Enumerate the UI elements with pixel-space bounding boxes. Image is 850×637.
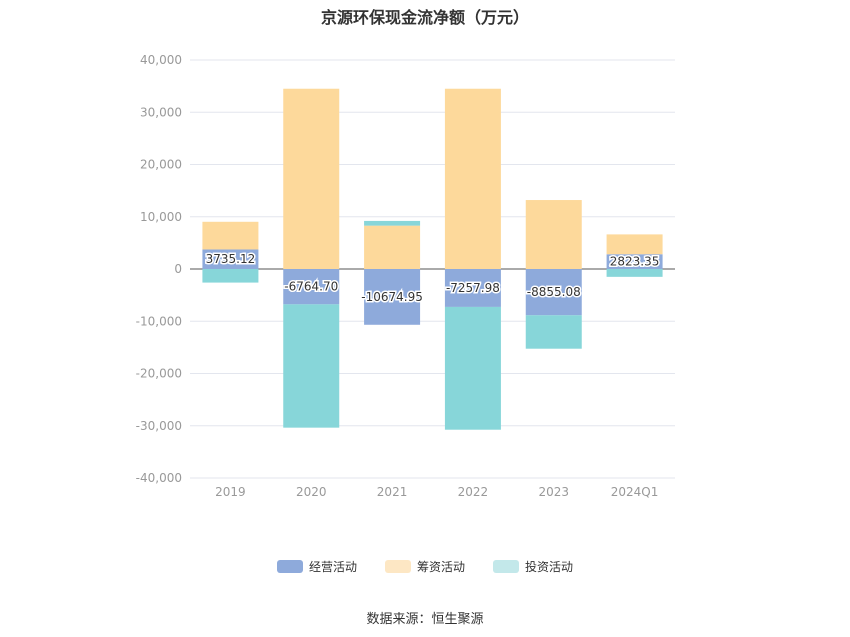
- bar-chart: 40,000 30,000 20,000 10,000 0 -10,000 -20,000 -…: [136, 53, 675, 499]
- bar-investing: [444, 306, 501, 430]
- y-tick-label: 20,000: [140, 158, 182, 172]
- x-tick-label: 2021: [377, 485, 408, 499]
- data-label: 2823.35: [610, 255, 660, 269]
- chart-title: 京源环保现金流净额（万元）: [320, 8, 529, 27]
- y-tick-label: 40,000: [140, 53, 182, 67]
- data-label: -8855.08: [527, 285, 581, 299]
- legend-swatch-operating: [276, 560, 303, 573]
- x-tick-label: 2023: [538, 485, 569, 499]
- legend-item-investing[interactable]: 投资活动: [493, 558, 573, 575]
- bar-financing: [283, 88, 340, 269]
- bar-financing: [525, 200, 582, 269]
- data-label: -7257.98: [446, 281, 500, 295]
- bar-investing: [283, 304, 340, 428]
- legend-swatch-investing: [493, 560, 519, 573]
- legend-item-operating[interactable]: 经营活动: [276, 558, 357, 575]
- bar-operating: [525, 269, 582, 316]
- bar-financing: [444, 88, 501, 269]
- legend-swatch-financing: [384, 560, 411, 573]
- bar-investing: [202, 269, 259, 283]
- bar-investing: [525, 315, 582, 349]
- bar-operating: [202, 249, 259, 269]
- y-tick-label: 30,000: [140, 105, 182, 119]
- data-label: -10674.95: [361, 290, 423, 304]
- data-source: 数据来源：恒生聚源: [366, 612, 484, 627]
- bar-investing: [606, 269, 663, 277]
- x-tick-label: 2020: [296, 485, 327, 499]
- legend-label-operating: 经营活动: [308, 560, 357, 574]
- bar-financing: [364, 225, 421, 269]
- y-tick-label: 10,000: [140, 210, 182, 224]
- x-tick-label: 2024Q1: [611, 485, 659, 499]
- bar-investing: [364, 220, 421, 226]
- y-tick-label: 0: [174, 262, 182, 276]
- x-tick-label: 2022: [458, 485, 489, 499]
- bar-operating: [364, 269, 421, 325]
- legend-label-financing: 筹资活动: [416, 560, 465, 574]
- data-label: 3735.12: [206, 252, 256, 266]
- bar-financing: [202, 221, 259, 250]
- bar-operating: [283, 269, 340, 305]
- legend-label-investing: 投资活动: [525, 560, 574, 574]
- data-label: -6764.70: [284, 280, 338, 294]
- bar-operating: [606, 254, 663, 269]
- y-tick-label: -30,000: [136, 419, 182, 433]
- legend: 经营活动 筹资活动 投资活动: [0, 558, 850, 575]
- legend-item-financing[interactable]: 筹资活动: [384, 558, 465, 575]
- y-tick-label: -40,000: [136, 471, 182, 485]
- y-tick-label: -10,000: [136, 314, 182, 328]
- bar-operating: [444, 269, 501, 307]
- x-tick-label: 2019: [215, 485, 246, 499]
- y-tick-label: -20,000: [136, 367, 182, 381]
- bar-financing: [606, 234, 663, 255]
